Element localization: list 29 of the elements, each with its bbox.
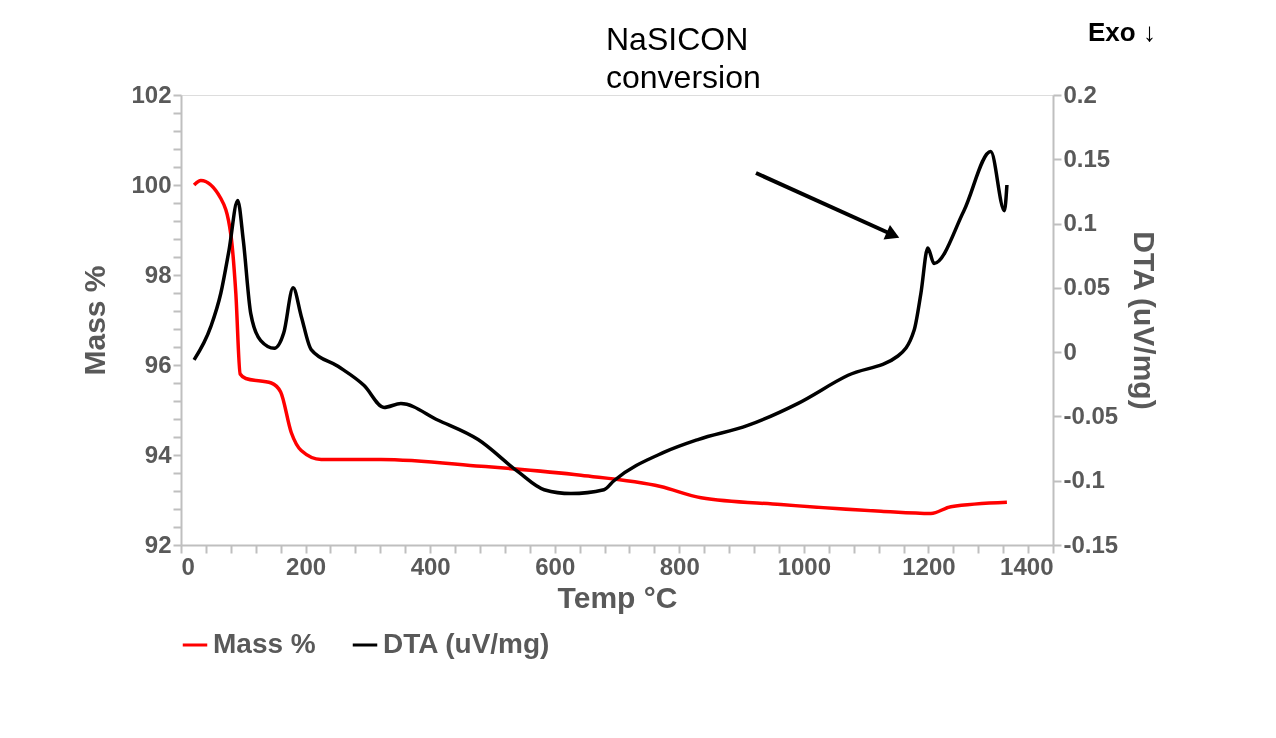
y2-axis-title: DTA (uV/mg) [1128,231,1162,410]
y-tick-label: 96 [144,350,172,378]
x-tick-label: 1000 [777,552,832,580]
y2-tick-label: -0.1 [1063,466,1105,494]
y-axis-title: Mass % [78,265,112,376]
y-tick-label: 100 [131,170,172,198]
y-tick-label: 94 [144,440,173,468]
x-tick-label: 200 [286,552,327,580]
y2-tick-label: 0.05 [1063,273,1111,301]
x-tick-label: 600 [535,552,576,580]
x-tick-label: 800 [659,552,700,580]
x-tick-label: 1200 [902,552,956,580]
legend-label: DTA (uV/mg) [383,628,550,659]
y2-tick-label: 0 [1063,337,1077,365]
legend-label: Mass % [213,628,316,659]
y2-tick-label: 0.1 [1063,209,1097,237]
y2-tick-label: 0.2 [1063,80,1097,108]
x-axis-title: Temp °C [557,580,678,614]
y2-tick-label: 0.15 [1063,144,1111,172]
y2-tick-label: -0.15 [1063,530,1119,558]
text: NaSICON conversion [606,21,761,95]
x-tick-label: 0 [181,552,195,580]
x-tick-label: 400 [410,552,451,580]
y-tick-label: 98 [144,260,172,288]
y-tick-label: 92 [144,530,172,558]
x-tick-label: 1400 [1000,552,1054,580]
y2-tick-label: -0.05 [1063,401,1119,429]
y-tick-label: 102 [131,80,172,108]
text: Exo ↓ [1088,17,1156,47]
